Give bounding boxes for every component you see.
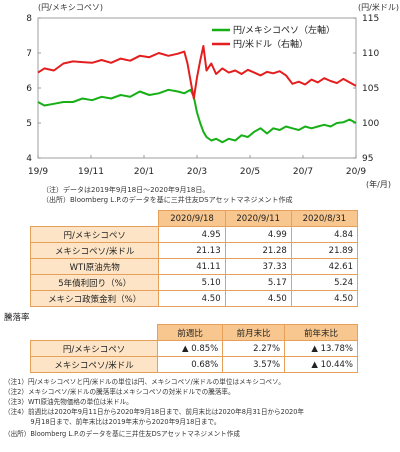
- footnote-4-cont: 9月18日まで、前年末比は2019年末から2020年9月18日まで。: [4, 418, 221, 426]
- x-tick-label: 20/3: [187, 167, 207, 177]
- y-right-tick-label: 95: [362, 154, 373, 164]
- column-header: 2020/8/31: [290, 210, 359, 227]
- cell-value: 5.10: [158, 274, 226, 291]
- y-right-ticks: 95 100 105 110 115: [353, 14, 379, 164]
- table-row: 5年債利回り（%） 5.10 5.17 5.24: [29, 274, 359, 291]
- cell-value: ▲ 0.85%: [157, 340, 224, 357]
- cell-value: 42.61: [290, 258, 359, 275]
- x-ticks: 19/9 19/11 20/1 20/3 20/5 20/7 20/9: [28, 155, 366, 177]
- cell-value: 4.84: [290, 226, 359, 243]
- legend: 円/メキシコペソ（左軸） 円/米ドル（右軸）: [212, 24, 335, 50]
- footnote-source: （出所）Bloomberg L.P.のデータを基に三井住友DSアセットマネジメン…: [4, 430, 240, 438]
- cell-value: 21.89: [290, 242, 359, 259]
- y-right-tick-label: 100: [362, 119, 379, 129]
- row-label: メキシコ政策金利（%）: [29, 290, 160, 307]
- row-label: メキシコペソ/米ドル: [29, 356, 159, 373]
- row-label: WTI原油先物: [29, 258, 160, 275]
- y-right-tick-label: 115: [362, 14, 379, 24]
- table-row: WTI原油先物 41.11 37.33 42.61: [29, 258, 359, 275]
- x-tick-label: 19/11: [78, 167, 104, 177]
- table-row: 円/メキシコペソ 4.95 4.99 4.84: [29, 226, 359, 243]
- fx-line-chart: (円/メキシコペソ) (円/米ドル) (年/月) 4 5 6 7 8 95 100 105 1…: [26, 2, 399, 189]
- footnote-2: （注2）メキシコペソ/米ドルの騰落率はメキシコペソの対米ドルでの騰落率。: [4, 388, 235, 396]
- cell-value: 4.50: [158, 290, 226, 307]
- row-label: メキシコペソ/米ドル: [29, 242, 160, 259]
- cell-value: 4.99: [224, 226, 292, 243]
- row-label: 円/メキシコペソ: [29, 226, 160, 243]
- cell-value: 2.27%: [222, 340, 286, 357]
- column-header: 前月末比: [222, 324, 286, 341]
- column-header: 2020/9/18: [158, 210, 226, 227]
- y-left-tick-label: 5: [26, 119, 32, 129]
- plot-area: [37, 17, 357, 159]
- x-tick-label: 20/5: [240, 167, 260, 177]
- chart-note-1: （注）データは2019年9月18日～2020年9月18日。: [42, 186, 210, 194]
- section-title-change-rate: 騰落率: [4, 313, 30, 323]
- table-row: メキシコ政策金利（%） 4.50 4.50 4.50: [29, 290, 359, 307]
- column-header: 前年末比: [284, 324, 358, 341]
- cell-value: ▲ 10.44%: [284, 356, 358, 373]
- table-row: 円/メキシコペソ ▲ 0.85% 2.27% ▲ 13.78%: [29, 340, 358, 357]
- cell-value: 3.57%: [222, 356, 286, 373]
- table-corner: [29, 324, 159, 341]
- cell-value: 21.28: [224, 242, 292, 259]
- cell-value: 4.50: [224, 290, 292, 307]
- y-right-tick-label: 110: [362, 49, 379, 59]
- x-tick-label: 19/9: [28, 167, 48, 177]
- x-axis-unit: (年/月): [366, 179, 391, 189]
- table-row: メキシコペソ/米ドル 21.13 21.28 21.89: [29, 242, 359, 259]
- x-tick-label: 20/9: [346, 167, 366, 177]
- column-header: 2020/9/11: [224, 210, 292, 227]
- footnote-4: （注4）前週比は2020年9月11日から2020年9月18日まで、前月末比は20…: [4, 408, 305, 416]
- market-data-table: 2020/9/18 2020/9/11 2020/8/31 円/メキシコペソ 4…: [29, 210, 359, 307]
- legend-label-mxn: 円/メキシコペソ（左軸）: [233, 24, 335, 36]
- x-tick-label: 20/7: [293, 167, 313, 177]
- footnote-1: （注1）円/メキシコペソと円/米ドルの単位は円、メキシコペソ/米ドルの単位はメキ…: [4, 378, 285, 386]
- cell-value: 37.33: [224, 258, 292, 275]
- column-header: 前週比: [157, 324, 224, 341]
- cell-value: 4.95: [158, 226, 226, 243]
- cell-value: ▲ 13.78%: [284, 340, 358, 357]
- y-left-axis-label: (円/メキシコペソ): [38, 3, 103, 12]
- table-header-row: 2020/9/18 2020/9/11 2020/8/31: [29, 210, 359, 227]
- cell-value: 4.50: [290, 290, 359, 307]
- cell-value: 5.24: [290, 274, 359, 291]
- row-label: 5年債利回り（%）: [29, 274, 160, 291]
- change-rate-table: 前週比 前月末比 前年末比 円/メキシコペソ ▲ 0.85% 2.27% ▲ 1…: [29, 324, 358, 373]
- row-label: 円/メキシコペソ: [29, 340, 159, 357]
- legend-label-usd: 円/米ドル（右軸）: [233, 38, 308, 50]
- series-line-usd: [37, 45, 357, 100]
- y-left-tick-label: 8: [26, 14, 32, 24]
- chart-note-2: （出所）Bloomberg L.P.のデータを基に三井住友DSアセットマネジメン…: [42, 196, 293, 204]
- footnote-3: （注3）WTI原油先物価格の単位は米ドル。: [4, 398, 133, 406]
- x-tick-label: 20/1: [134, 167, 154, 177]
- y-right-axis-label: (円/米ドル): [358, 2, 399, 12]
- y-left-tick-label: 4: [26, 154, 32, 164]
- table-header-row: 前週比 前月末比 前年末比: [29, 324, 358, 341]
- cell-value: 0.68%: [157, 356, 224, 373]
- series-line-mxn: [37, 88, 357, 144]
- cell-value: 21.13: [158, 242, 226, 259]
- table-corner: [29, 210, 160, 227]
- y-left-tick-label: 7: [26, 49, 32, 59]
- y-right-tick-label: 105: [362, 84, 379, 94]
- cell-value: 41.11: [158, 258, 226, 275]
- cell-value: 5.17: [224, 274, 292, 291]
- y-left-ticks: 4 5 6 7 8: [26, 14, 41, 164]
- y-left-tick-label: 6: [26, 84, 32, 94]
- table-row: メキシコペソ/米ドル 0.68% 3.57% ▲ 10.44%: [29, 356, 358, 373]
